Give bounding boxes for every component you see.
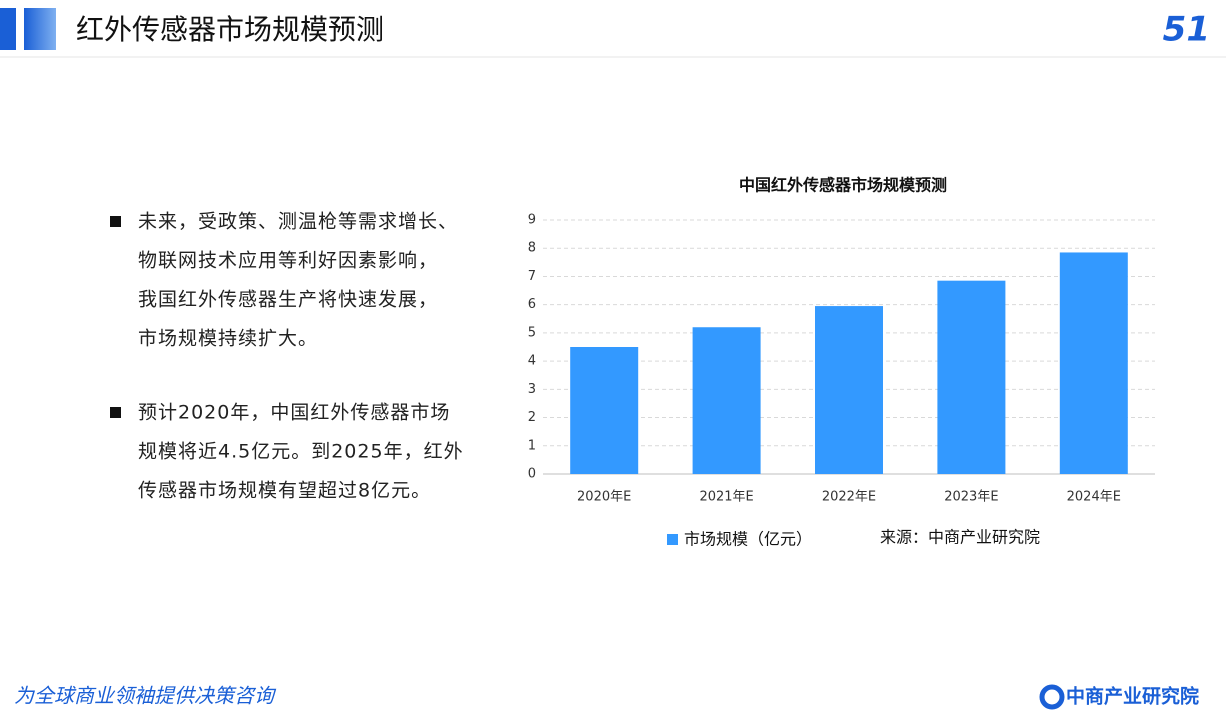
chart-source: 来源：中商产业研究院 — [880, 528, 1040, 547]
bullet-text: 未来，受政策、测温枪等需求增长、 — [138, 211, 458, 233]
bullet-marker — [110, 216, 121, 227]
page-title: 红外传感器市场规模预测 — [76, 13, 384, 46]
x-tick-label: 2024年E — [1067, 490, 1121, 505]
y-tick-label: 8 — [528, 241, 536, 256]
legend-swatch — [667, 534, 678, 545]
footer-slogan: 为全球商业领袖提供决策咨询 — [14, 684, 277, 708]
x-tick-label: 2023年E — [944, 490, 998, 505]
bullet-text: 规模将近4.5亿元。到2025年，红外 — [138, 441, 464, 463]
x-tick-label: 2021年E — [699, 490, 753, 505]
bar — [937, 280, 1006, 474]
page-number: 51 — [1163, 10, 1210, 50]
chart-title: 中国红外传感器市场规模预测 — [739, 176, 947, 195]
bullet-text: 预计2020年，中国红外传感器市场 — [138, 402, 450, 424]
chart: 中国红外传感器市场规模预测 来源：中商产业研究院 0 1 2 3 4 5 6 7 8 9 2020年… — [528, 176, 1155, 549]
header-accent — [0, 8, 16, 50]
header-accent — [24, 8, 56, 50]
bar — [1059, 252, 1128, 474]
x-tick-label: 2022年E — [822, 490, 876, 505]
bullet-text: 传感器市场规模有望超过8亿元。 — [138, 480, 431, 502]
bullet-marker — [110, 407, 121, 418]
bullet-text: 市场规模持续扩大。 — [138, 328, 318, 350]
y-tick-label: 1 — [528, 438, 536, 453]
brand-logo — [1039, 684, 1065, 710]
y-tick-label: 6 — [528, 297, 536, 312]
bar — [570, 347, 639, 474]
y-tick-label: 9 — [528, 213, 536, 228]
legend-label: 市场规模（亿元） — [684, 530, 812, 549]
y-tick-label: 0 — [528, 467, 536, 482]
bullet-list: 未来，受政策、测温枪等需求增长、物联网技术应用等利好因素影响， 我国红外传感器生产… — [110, 211, 464, 502]
y-tick-label: 2 — [528, 410, 536, 425]
y-tick-label: 7 — [528, 269, 536, 284]
y-tick-label: 3 — [528, 382, 536, 397]
bullet-text: 物联网技术应用等利好因素影响， — [138, 250, 438, 272]
bar — [815, 306, 883, 474]
x-tick-label: 2020年E — [577, 490, 631, 505]
footer-brand: 中商产业研究院 — [1066, 685, 1199, 708]
y-tick-label: 4 — [528, 354, 536, 369]
bar — [692, 327, 761, 474]
y-tick-label: 5 — [528, 325, 536, 340]
bullet-text: 我国红外传感器生产将快速发展， — [138, 289, 438, 311]
